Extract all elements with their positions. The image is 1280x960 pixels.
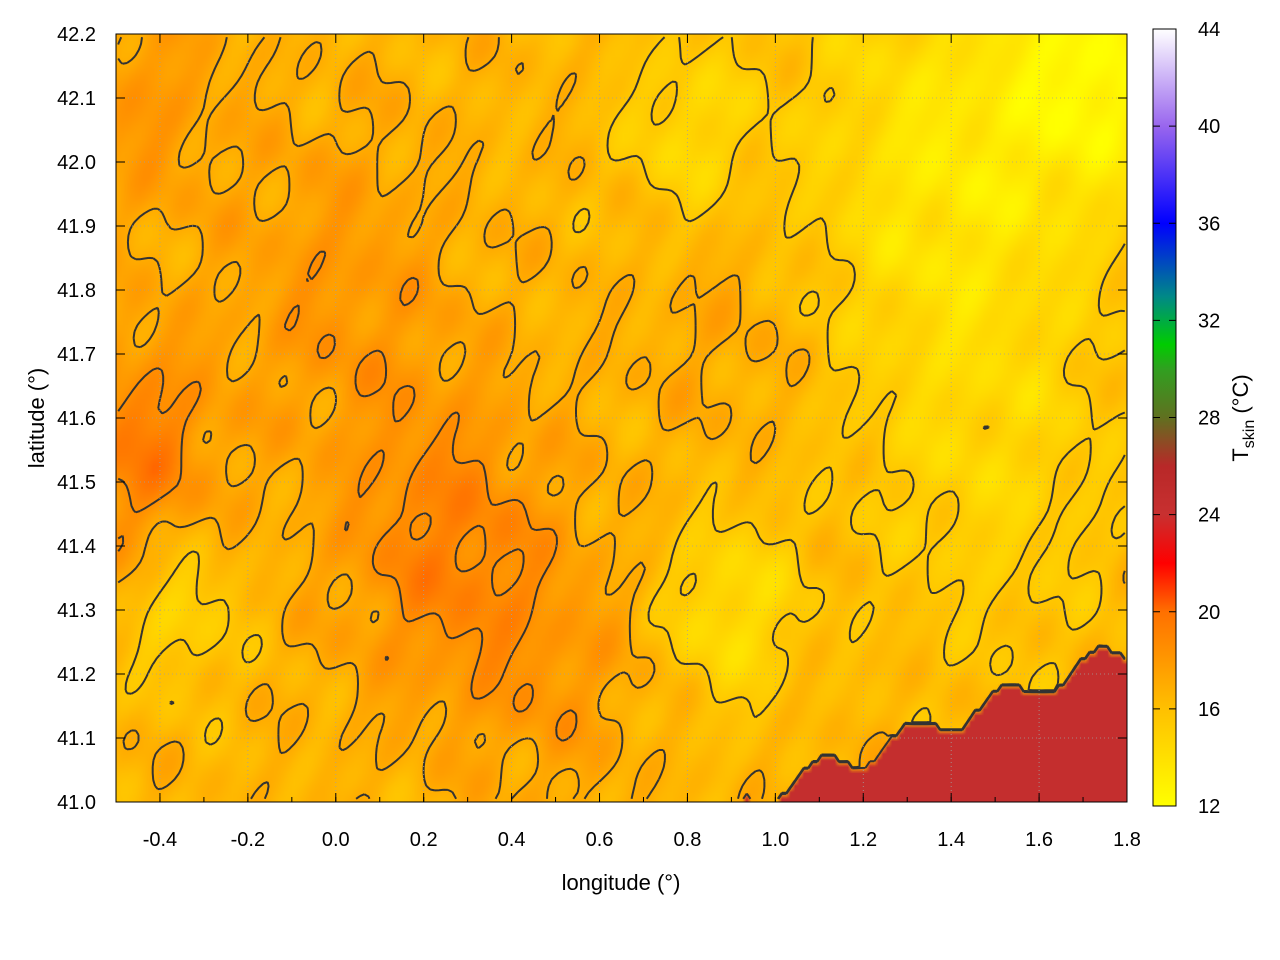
- contour-line: [124, 36, 1126, 746]
- x-tick-label: 1.4: [937, 829, 965, 851]
- y-tick-label: 41.5: [57, 472, 96, 494]
- colorbar-tick-label: 40: [1198, 116, 1220, 138]
- colorbar-tick-label: 24: [1198, 505, 1220, 527]
- x-tick-label: 0.6: [586, 829, 614, 851]
- y-tick-label: 41.7: [57, 344, 96, 366]
- x-tick-label: 1.8: [1113, 829, 1141, 851]
- y-tick-label: 42.2: [57, 24, 96, 46]
- y-axis: 41.0 41.1 41.2 41.3 41.4 41.5 41.6 41.7 41.8 41.9…: [57, 24, 1127, 814]
- colorbar: 12 16 20 24 28 32 36 40 44: [1152, 19, 1220, 818]
- y-tick-label: 41.9: [57, 216, 96, 238]
- y-tick-label: 41.4: [57, 536, 96, 558]
- contour-line: [117, 36, 1126, 800]
- x-tick-label: -0.2: [231, 829, 265, 851]
- x-tick-label: 1.0: [761, 829, 789, 851]
- colorbar-label: Tskin (°C): [1228, 374, 1258, 461]
- y-tick-label: 41.1: [57, 728, 96, 750]
- x-tick-label: -0.4: [143, 829, 177, 851]
- x-tick-label: 1.6: [1025, 829, 1053, 851]
- colorbar-label-unit: (°C): [1228, 374, 1253, 419]
- x-tick-label: 0.8: [674, 829, 702, 851]
- x-axis-label: longitude (°): [562, 870, 681, 895]
- y-tick-label: 41.6: [57, 408, 96, 430]
- y-axis-label: latitude (°): [24, 368, 49, 469]
- colorbar-tick-label: 12: [1198, 796, 1220, 818]
- heatmap-image: [116, 34, 1127, 802]
- contour-lines: [117, 36, 1126, 800]
- x-tick-label: 0.4: [498, 829, 526, 851]
- x-axis: -0.4 -0.2 0.0 0.2 0.4 0.6 0.8 1.0 1.2 1.4 1.6 1.8: [115, 34, 1141, 851]
- colorbar-label-main: T: [1228, 448, 1253, 461]
- x-tick-label: 0.2: [410, 829, 438, 851]
- colorbar-tick-label: 44: [1198, 19, 1220, 41]
- y-tick-label: 41.8: [57, 280, 96, 302]
- y-tick-label: 41.2: [57, 664, 96, 686]
- x-tick-label: 1.2: [849, 829, 877, 851]
- x-tick-label: 0.0: [322, 829, 350, 851]
- colorbar-tick-label: 16: [1198, 699, 1220, 721]
- contour-line: [117, 250, 1126, 800]
- y-tick-label: 41.0: [57, 792, 96, 814]
- heatmap-plot: [116, 34, 1127, 802]
- y-tick-label: 42.1: [57, 88, 96, 110]
- colorbar-tick-label: 28: [1198, 408, 1220, 430]
- colorbar-tick-label: 20: [1198, 602, 1220, 624]
- grid: [116, 33, 1128, 803]
- colorbar-tick-label: 36: [1198, 213, 1220, 235]
- colorbar-label-sub: skin: [1241, 420, 1258, 448]
- y-tick-label: 42.0: [57, 152, 96, 174]
- colorbar-tick-label: 32: [1198, 310, 1220, 332]
- y-tick-label: 41.3: [57, 600, 96, 622]
